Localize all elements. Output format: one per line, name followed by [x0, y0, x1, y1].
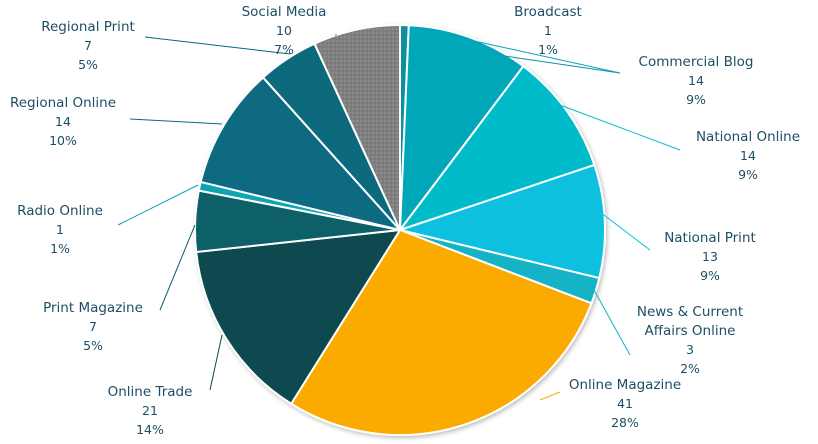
- pie-slice-commercial-blog: [398, 24, 525, 234]
- slice-label-value: 7: [84, 38, 92, 53]
- slice-label-percent: 1%: [50, 241, 70, 256]
- slice-label-name: National Online: [696, 129, 800, 145]
- pie-slice-online-magazine: [289, 228, 593, 436]
- slice-label: Commercial Blog 14 9%: [639, 54, 754, 107]
- leader-line: [504, 55, 621, 74]
- slice-label-value: 13: [702, 249, 718, 264]
- leader-line: [539, 391, 561, 401]
- pie-slice-national-online: [397, 64, 596, 232]
- slice-label: Social Media 10 7%: [242, 4, 327, 57]
- slice-label-percent: 7%: [274, 42, 294, 57]
- pie-slices: [194, 23, 606, 436]
- pie-slice-online-trade: [195, 228, 402, 406]
- slice-label-percent: 1%: [538, 42, 558, 57]
- pie-slice-social-media: [313, 23, 401, 231]
- slice-label-value: 1: [56, 222, 64, 237]
- slice-label-percent: 2%: [680, 361, 700, 376]
- slice-label-value: 21: [142, 403, 158, 418]
- leader-line: [593, 289, 631, 356]
- slice-label-value: 14: [740, 148, 756, 163]
- slice-label-value: 10: [276, 23, 292, 38]
- leader-line: [469, 39, 621, 74]
- slice-label: National Online 14 9%: [696, 129, 800, 182]
- slice-label-name: Social Media: [242, 4, 327, 20]
- slice-label: Broadcast 1 1%: [514, 4, 582, 57]
- slice-label: News & Current Affairs Online 3 2%: [637, 304, 743, 376]
- slice-label-value: 7: [89, 319, 97, 334]
- leader-line: [144, 36, 291, 55]
- slice-label-name: News & Current: [637, 304, 743, 320]
- leader-line: [209, 334, 223, 391]
- slice-label: Regional Online 14 10%: [10, 95, 116, 148]
- slice-label: Online Magazine 41 28%: [569, 377, 681, 430]
- leader-line: [129, 118, 223, 125]
- slice-label-percent: 10%: [49, 133, 77, 148]
- slice-label-value: 14: [55, 114, 71, 129]
- slice-label-percent: 5%: [83, 338, 103, 353]
- slice-label: National Print 13 9%: [664, 230, 756, 283]
- slice-label-name: Print Magazine: [43, 300, 143, 316]
- slice-label-value: 14: [688, 73, 704, 88]
- slice-label-value: 41: [617, 396, 633, 411]
- leader-line: [117, 184, 199, 226]
- slice-label: Online Trade 21 14%: [108, 384, 193, 437]
- slice-label-percent: 5%: [78, 57, 98, 72]
- slice-labels: Broadcast 1 1%Commercial Blog 14 9%National …: [10, 4, 800, 437]
- leader-lines: [117, 34, 681, 401]
- pie-slice-national-print: [396, 163, 606, 280]
- slice-label-name: Online Magazine: [569, 377, 681, 393]
- slice-label-percent: 28%: [611, 415, 639, 430]
- pie-slice-regional-online: [199, 76, 403, 232]
- slice-label-name: Broadcast: [514, 4, 582, 20]
- leader-line: [599, 211, 651, 251]
- slice-label-value: 1: [544, 23, 552, 38]
- slice-label: Radio Online 1 1%: [17, 203, 103, 256]
- slice-label-name: Regional Print: [41, 19, 135, 35]
- leader-line: [559, 104, 681, 151]
- leader-line: [159, 224, 196, 311]
- slice-label-name: Affairs Online: [645, 323, 736, 339]
- slice-label: Regional Print 7 5%: [41, 19, 135, 72]
- slice-label-percent: 14%: [136, 422, 164, 437]
- slice-label-name: Radio Online: [17, 203, 103, 219]
- slice-label-percent: 9%: [738, 167, 758, 182]
- slice-label-percent: 9%: [686, 92, 706, 107]
- slice-label-name: National Print: [664, 230, 756, 246]
- slice-label: Print Magazine 7 5%: [43, 300, 143, 353]
- slice-label-name: Regional Online: [10, 95, 116, 111]
- slice-label-name: Commercial Blog: [639, 54, 754, 70]
- slice-label-value: 3: [686, 342, 694, 357]
- slice-label-name: Online Trade: [108, 384, 193, 400]
- slice-label-percent: 9%: [700, 268, 720, 283]
